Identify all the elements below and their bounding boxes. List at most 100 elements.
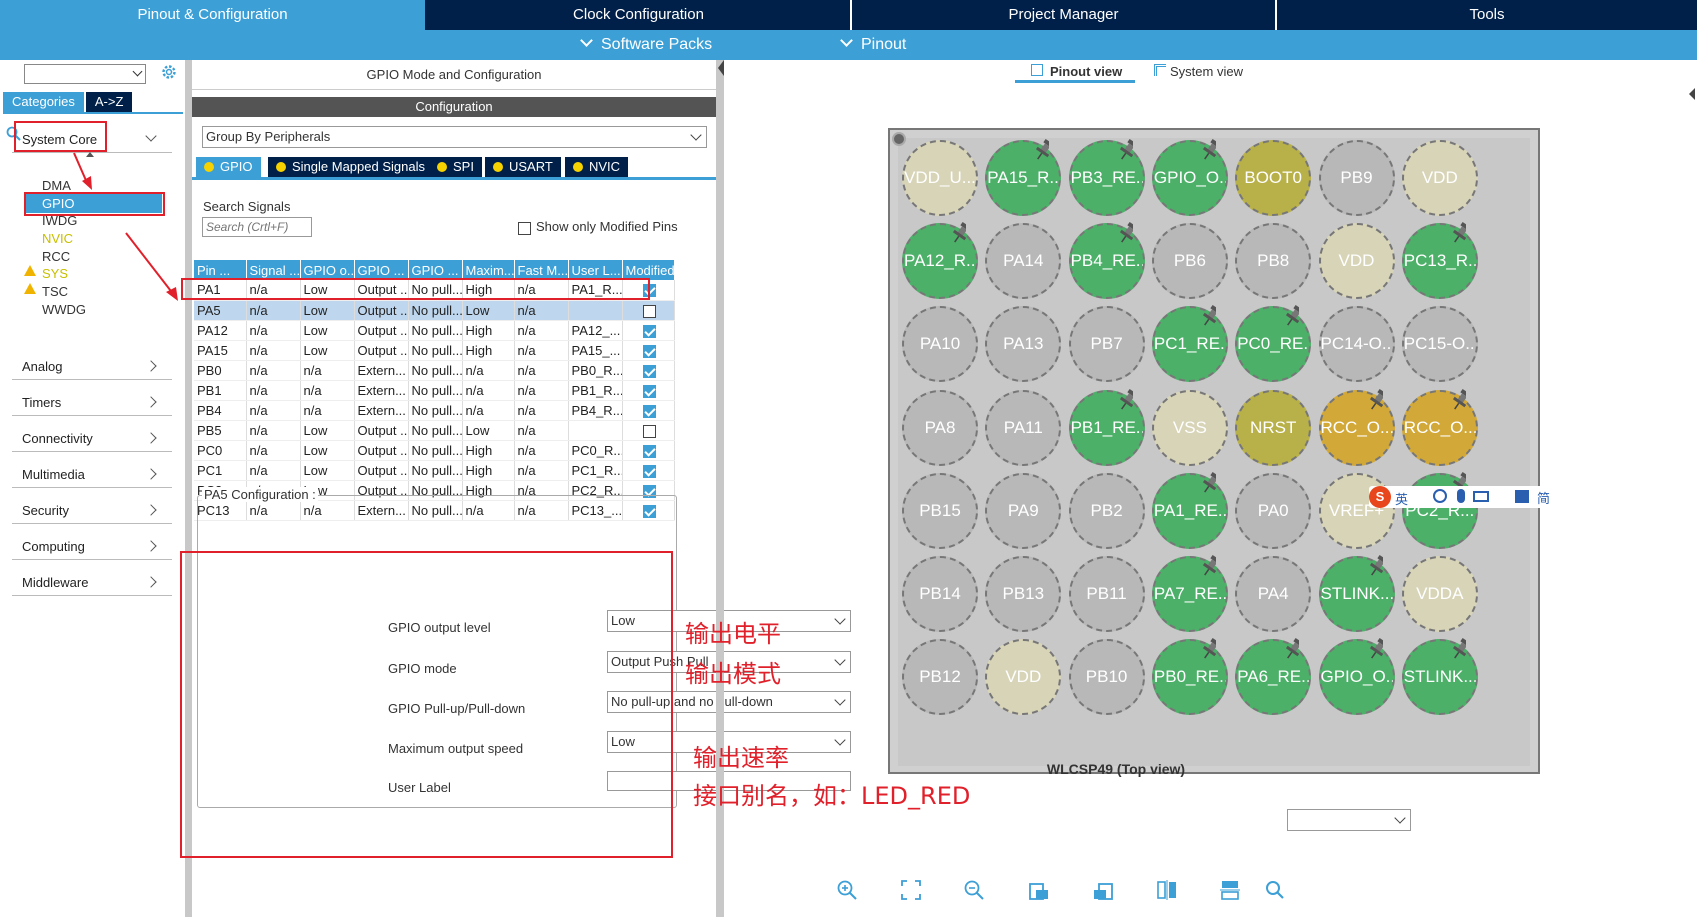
category-search-combo[interactable] [24,64,146,84]
pin-pc1-re[interactable]: PC1_RE... [1151,306,1228,383]
fit-screen-icon[interactable] [900,879,922,901]
pin-pa9[interactable]: PA9 [985,472,1062,549]
category-security[interactable]: Security [22,503,69,518]
rotate-left-icon[interactable] [1092,879,1114,901]
category-middleware[interactable]: Middleware [22,575,89,590]
pin-stlink[interactable]: STLINK... [1318,556,1395,632]
pin-vss[interactable]: VSS [1151,389,1228,466]
pin-pa0[interactable]: PA0 [1235,472,1312,549]
zoom-out-icon[interactable] [963,879,985,901]
pin-vdd[interactable]: VDD [1401,140,1478,216]
pin-pc13-r[interactable]: PC13_R... [1401,223,1478,300]
pin-pb8[interactable]: PB8 [1235,223,1312,300]
sidebar-item-sys[interactable]: SYS [42,266,69,281]
pin-pa1-re[interactable]: PA1_RE... [1151,472,1228,549]
pin-stlink[interactable]: STLINK... [1401,639,1478,716]
pin-pc0-re[interactable]: PC0_RE... [1235,306,1312,383]
sidebar-item-iwdg[interactable]: IWDG [42,213,78,228]
pin-pc15-o[interactable]: PC15-O... [1401,306,1478,383]
pin-pb14[interactable]: PB14 [902,556,978,632]
tab-system-view[interactable]: System view [1152,60,1262,82]
pin-gpio-o[interactable]: GPIO_O... [1318,639,1395,716]
pin-rcc-o[interactable]: RCC_O... [1318,389,1395,466]
category-computing[interactable]: Computing [22,539,85,554]
flip-vertical-icon[interactable] [1219,879,1241,901]
flip-horizontal-icon[interactable] [1156,879,1178,901]
pin-pa10[interactable]: PA10 [902,306,978,383]
software-packs-menu[interactable]: Software Packs [580,30,712,60]
search-pin-icon[interactable] [1264,879,1286,901]
pin-pc2-r[interactable]: PC2_R... [1401,472,1478,549]
simplified-icon[interactable]: 简 [1537,492,1551,507]
pinout-menu[interactable]: Pinout [840,30,906,60]
category-timers[interactable]: Timers [22,395,62,410]
pin-pb3-re[interactable]: PB3_RE... [1068,140,1145,216]
pin-search-select[interactable] [1287,809,1411,831]
gear-icon[interactable] [160,63,178,81]
pin-vref[interactable]: VREF+ [1318,472,1395,549]
pin-pb15[interactable]: PB15 [902,472,978,549]
pin-vdd[interactable]: VDD [985,639,1062,716]
pin-pb2[interactable]: PB2 [1068,472,1145,549]
zoom-in-icon[interactable] [836,879,858,901]
pin-pb1-re[interactable]: PB1_RE... [1068,389,1145,466]
expand-icon[interactable] [1689,88,1695,100]
tab-pinout-view[interactable]: Pinout view [1015,60,1135,82]
rotate-right-icon[interactable] [1028,879,1050,901]
sidebar-item-tsc[interactable]: TSC [42,284,68,299]
pin-pb11[interactable]: PB11 [1068,556,1145,632]
category-system-core[interactable]: System Core [22,132,98,147]
pin-vdd-u[interactable]: VDD_U... [902,140,978,216]
category-analog[interactable]: Analog [22,359,63,374]
group-by-select[interactable]: Group By Peripherals [202,126,707,148]
tab-categories[interactable]: Categories [3,92,84,112]
pin-pb0-re[interactable]: PB0_RE... [1151,639,1228,716]
skin-icon[interactable] [1515,490,1529,503]
category-multimedia[interactable]: Multimedia [22,467,85,482]
pin-pa13[interactable]: PA13 [985,306,1062,383]
pin-vdd[interactable]: VDD [1318,223,1395,300]
emoji-icon[interactable] [1433,489,1447,503]
ime-mode[interactable]: 英 [1395,493,1409,508]
sidebar-item-dma[interactable]: DMA [42,178,71,193]
pin-gpio-o[interactable]: GPIO_O... [1151,140,1228,216]
pin-pb4-re[interactable]: PB4_RE... [1068,223,1145,300]
pin-pa11[interactable]: PA11 [985,389,1062,466]
pin-pa8[interactable]: PA8 [902,389,978,466]
keyboard-icon[interactable] [1473,491,1489,502]
pin-pb10[interactable]: PB10 [1068,639,1145,716]
tab-clock-configuration[interactable]: Clock Configuration [427,0,850,30]
pin-pb6[interactable]: PB6 [1151,223,1228,300]
tab-project-manager[interactable]: Project Manager [852,0,1275,30]
sidebar-item-wwdg[interactable]: WWDG [42,302,87,317]
sidebar-item-nvic[interactable]: NVIC [42,231,74,246]
pin-pa6-re[interactable]: PA6_RE... [1235,639,1312,716]
pin-pb9[interactable]: PB9 [1318,140,1395,216]
pin-pa15-r[interactable]: PA15_R... [985,140,1062,216]
pin-pa12-r[interactable]: PA12_R... [902,223,978,300]
pin-pc14-o[interactable]: PC14-O... [1318,306,1395,383]
search-icon[interactable] [6,126,21,141]
pin-vdda[interactable]: VDDA [1401,556,1478,632]
tab-tools[interactable]: Tools [1277,0,1697,30]
sidebar-item-rcc[interactable]: RCC [42,249,71,264]
collapse-left-icon[interactable] [718,60,724,76]
tab-a-z[interactable]: A->Z [85,92,133,112]
pin-pa4[interactable]: PA4 [1235,556,1312,632]
pin-pb13[interactable]: PB13 [985,556,1062,632]
ime-toolbar[interactable]: S 英 简 [1369,486,1569,508]
sidebar-item-gpio[interactable]: GPIO [42,196,75,211]
category-connectivity[interactable]: Connectivity [22,431,93,446]
user-label-input[interactable] [607,771,851,791]
pin-nrst[interactable]: NRST [1235,389,1312,466]
search-signals-input[interactable] [202,217,312,237]
pin-pa7-re[interactable]: PA7_RE... [1151,556,1228,632]
splitter[interactable] [716,60,724,917]
pin-pb12[interactable]: PB12 [902,639,978,716]
pin-pb7[interactable]: PB7 [1068,306,1145,383]
pin-pa14[interactable]: PA14 [985,223,1062,300]
pin-rcc-o[interactable]: RCC_O... [1401,389,1478,466]
splitter[interactable] [185,60,192,917]
tab-pinout-configuration[interactable]: Pinout & Configuration [0,0,425,30]
pin-boot0[interactable]: BOOT0 [1235,140,1312,216]
